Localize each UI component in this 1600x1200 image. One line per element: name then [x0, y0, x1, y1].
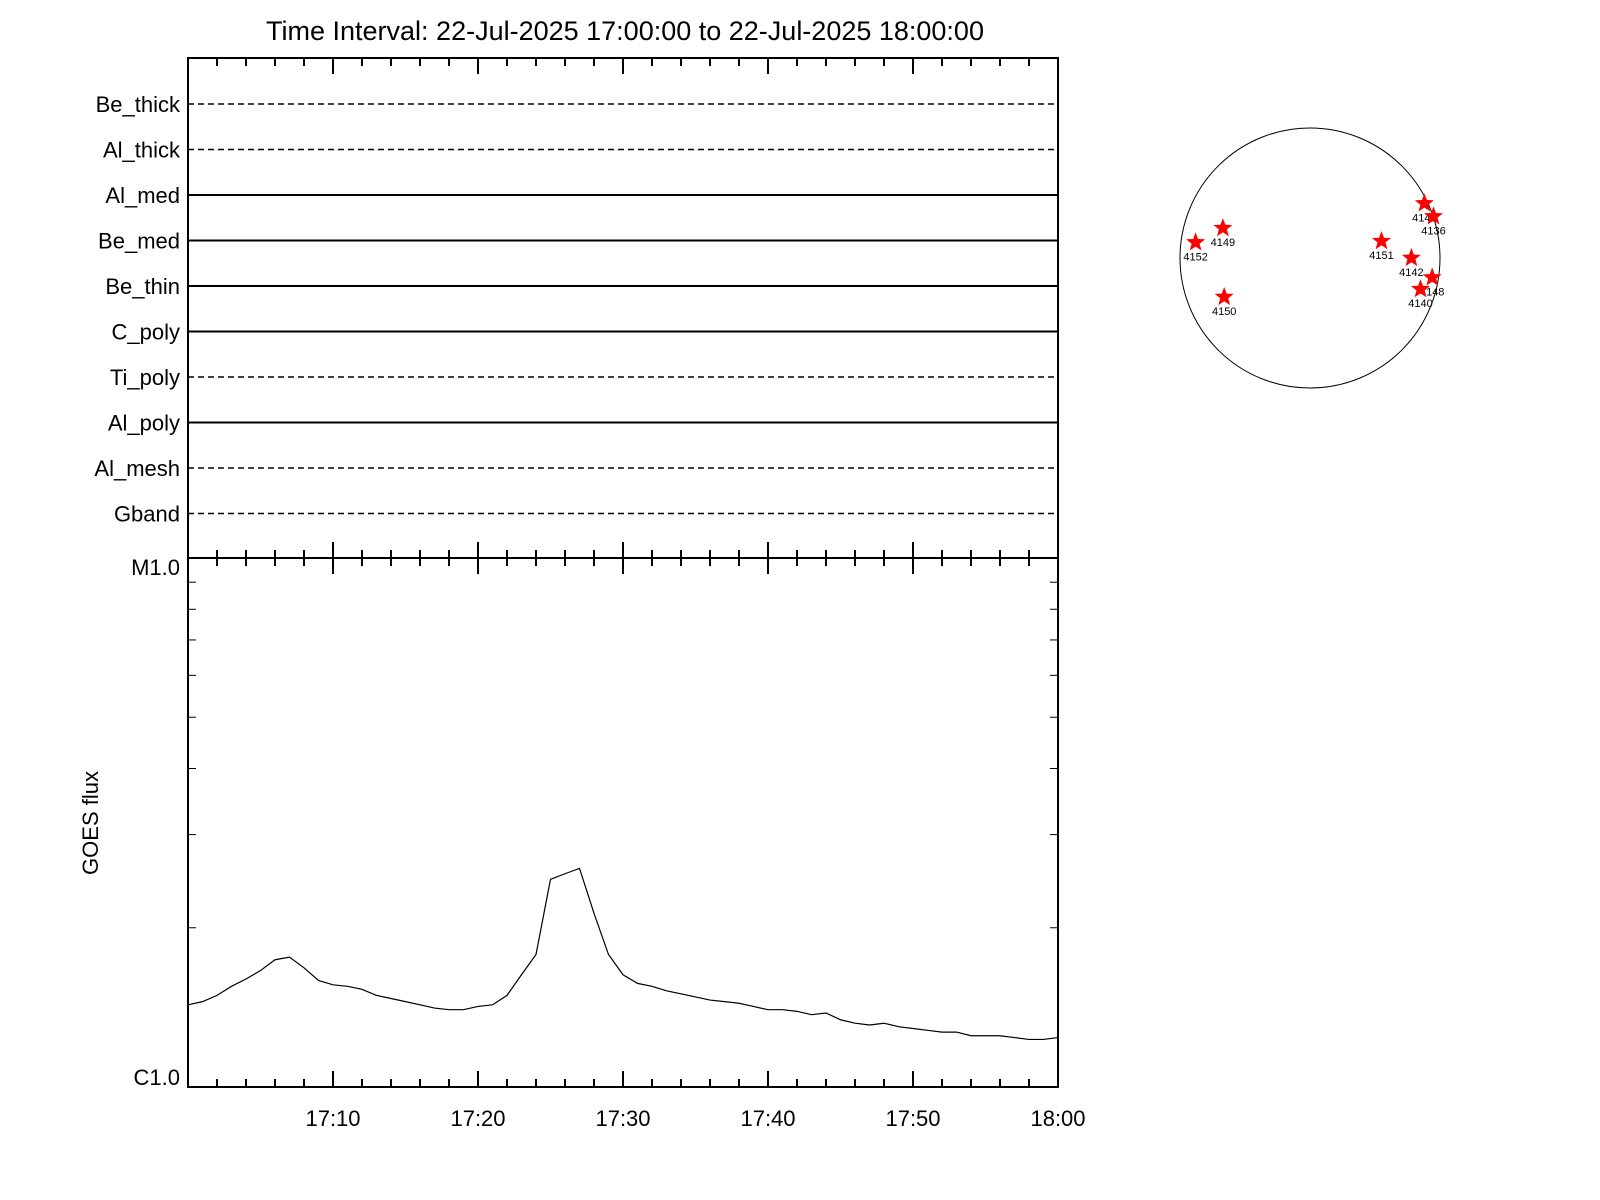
- flux-line: [187, 867, 1059, 1041]
- filter-panel-frame: [187, 57, 1059, 559]
- filter-label: Be_thick: [96, 92, 181, 117]
- region-star: [1422, 267, 1442, 286]
- region-star: [1401, 248, 1421, 267]
- filter-label: Al_poly: [108, 410, 180, 435]
- region-label: 4149: [1211, 237, 1235, 249]
- y-tick-label: C1.0: [134, 1065, 180, 1090]
- x-tick-label: 17:20: [450, 1106, 505, 1131]
- region-label: 4148: [1420, 287, 1444, 299]
- region-label: 4142: [1399, 267, 1423, 279]
- region-label: 4150: [1212, 306, 1236, 318]
- x-tick-label: 17:40: [740, 1106, 795, 1131]
- x-tick-label: 17:50: [885, 1106, 940, 1131]
- region-star: [1410, 279, 1431, 298]
- filter-label: Be_thin: [105, 274, 180, 299]
- chart-title: Time Interval: 22-Jul-2025 17:00:00 to 2…: [266, 16, 984, 46]
- region-star: [1423, 206, 1444, 225]
- flux-panel-frame: [187, 557, 1059, 1088]
- filter-label: Ti_poly: [110, 365, 180, 390]
- filter-label: Gband: [114, 501, 180, 526]
- solar-disk: [1179, 127, 1441, 389]
- region-star: [1414, 193, 1434, 212]
- filter-label: Al_mesh: [94, 456, 180, 481]
- x-tick-label: 17:10: [305, 1106, 360, 1131]
- y-tick-label: M1.0: [131, 555, 180, 580]
- filter-label: Al_thick: [103, 137, 181, 162]
- region-label: 4152: [1183, 251, 1207, 263]
- filter-label: Be_med: [98, 228, 180, 253]
- region-label: 4140: [1408, 298, 1432, 310]
- region-star: [1213, 218, 1233, 237]
- region-star: [1371, 231, 1392, 250]
- y-axis-label: GOES flux: [78, 771, 103, 875]
- region-star: [1186, 232, 1206, 251]
- region-label: 4136: [1421, 225, 1445, 237]
- region-label: 4151: [1369, 250, 1393, 262]
- filter-label: Al_med: [105, 183, 180, 208]
- x-tick-label: 17:30: [595, 1106, 650, 1131]
- region-star: [1214, 287, 1234, 306]
- x-tick-label: 18:00: [1030, 1106, 1085, 1131]
- filter-label: C_poly: [112, 319, 180, 344]
